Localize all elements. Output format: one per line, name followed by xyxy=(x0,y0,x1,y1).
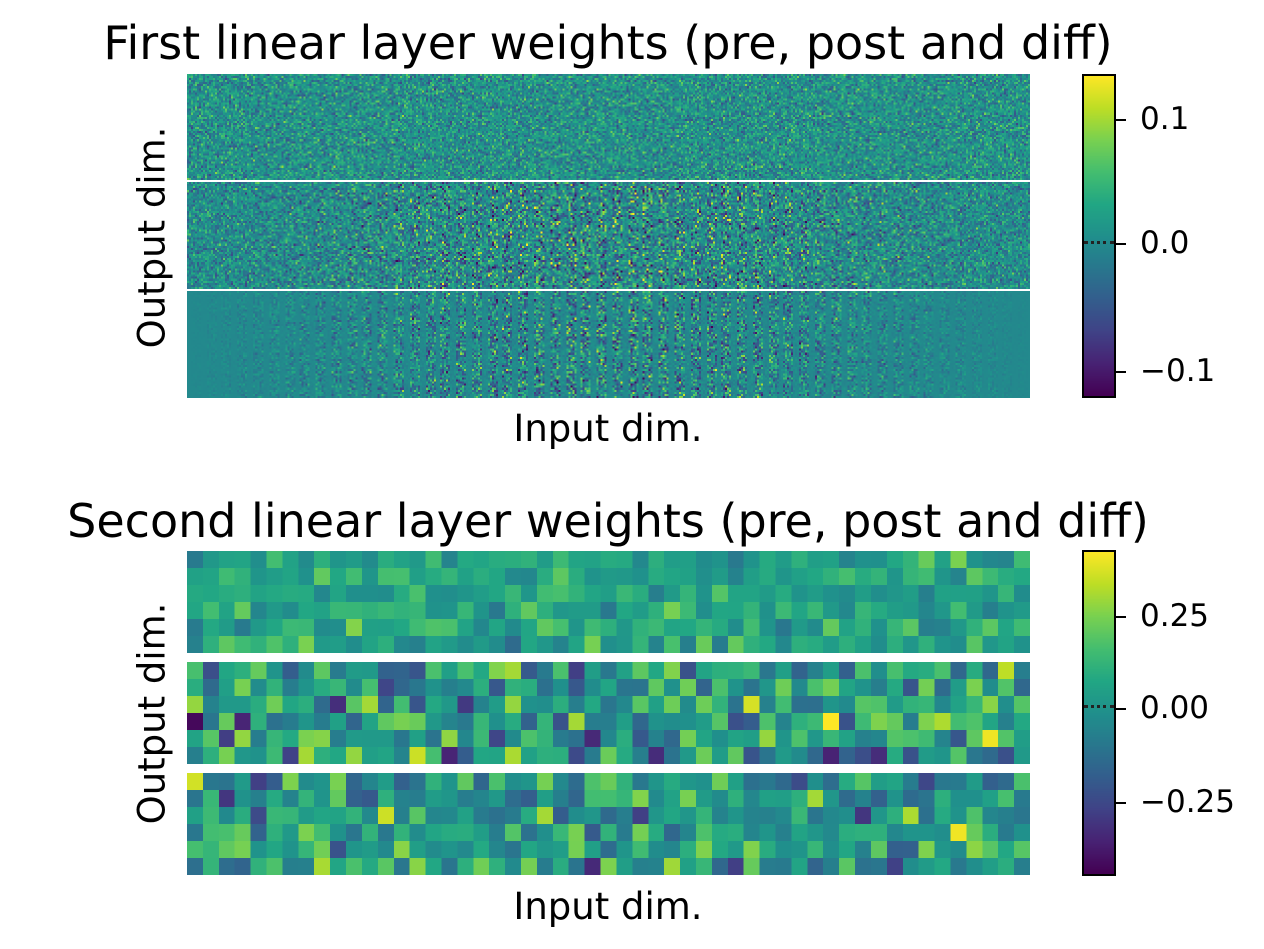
chart1-colorbar-tick xyxy=(1116,119,1126,121)
chart1-colorbar-tick-label: 0.0 xyxy=(1140,225,1190,261)
chart1-colorbar xyxy=(1082,74,1116,398)
chart1-x-axis-label: Input dim. xyxy=(513,407,703,450)
chart1-heatmap-pre xyxy=(187,74,1030,180)
chart2-y-axis-label: Output dim. xyxy=(130,602,174,824)
chart2-heatmap-diff xyxy=(187,773,1030,875)
chart1-colorbar-tick xyxy=(1116,243,1126,245)
chart2-colorbar xyxy=(1082,550,1116,876)
chart1-title: First linear layer weights (pre, post an… xyxy=(103,16,1113,70)
chart2-colorbar-tick xyxy=(1116,616,1126,618)
chart2-heatmap-post xyxy=(187,662,1030,764)
chart2-colorbar-tick-label: −0.25 xyxy=(1140,784,1235,820)
chart1-colorbar-tick-label: −0.1 xyxy=(1140,353,1216,389)
chart2-colorbar-zero-marker xyxy=(1084,705,1114,708)
chart1-colorbar-tick-label: 0.1 xyxy=(1140,101,1190,137)
chart1-colorbar-zero-marker xyxy=(1084,241,1114,244)
chart2-colorbar-tick xyxy=(1116,802,1126,804)
chart2-title: Second linear layer weights (pre, post a… xyxy=(67,494,1149,548)
chart2-heatmap-pre xyxy=(187,551,1030,653)
chart1-y-axis-label: Output dim. xyxy=(130,126,174,348)
chart1-colorbar-tick xyxy=(1116,371,1126,373)
chart2-colorbar-tick-label: 0.00 xyxy=(1140,690,1210,726)
chart2-colorbar-tick-label: 0.25 xyxy=(1140,598,1210,634)
chart1-heatmap-post xyxy=(187,182,1030,289)
chart2-x-axis-label: Input dim. xyxy=(513,885,703,928)
chart2-colorbar-tick xyxy=(1116,708,1126,710)
chart1-heatmap-diff xyxy=(187,291,1030,398)
